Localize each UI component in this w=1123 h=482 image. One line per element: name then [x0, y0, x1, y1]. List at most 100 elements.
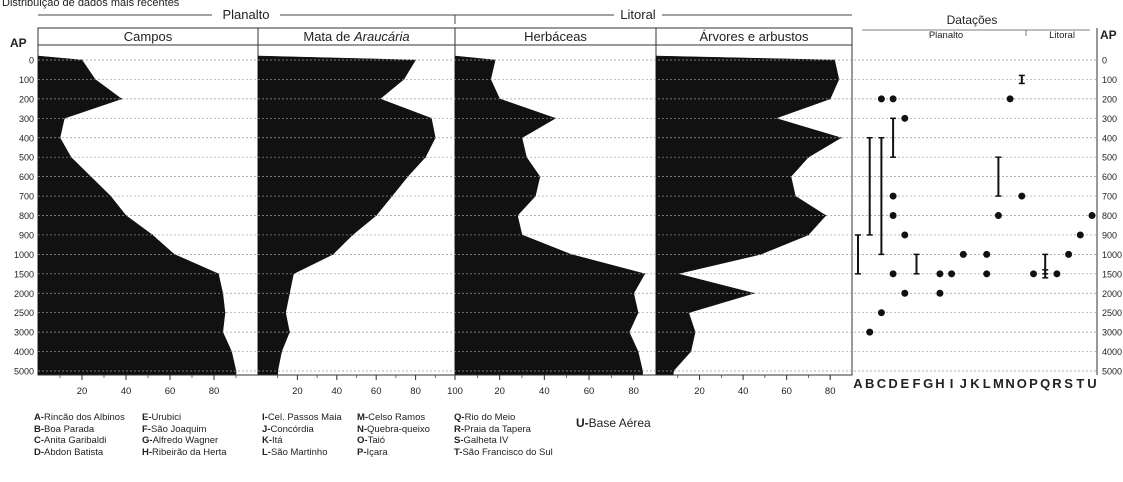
age-tick-label-left: 2000: [14, 289, 34, 299]
x-tick-label: 80: [825, 386, 836, 397]
legend-item: S-Galheta IV: [454, 435, 509, 446]
dating-point: [948, 270, 956, 278]
legend-item: M-Celso Ramos: [357, 412, 426, 423]
age-tick-label-left: 100: [19, 75, 34, 85]
legend-item: P-Içara: [357, 446, 388, 458]
x-tick-label: 60: [781, 386, 792, 397]
x-tick-label: 60: [371, 386, 382, 397]
dating-point: [1018, 192, 1026, 200]
dating-point: [866, 328, 874, 336]
age-tick-label-left: 900: [19, 230, 34, 240]
area-sample-point: [285, 312, 287, 314]
dating-point: [1006, 95, 1014, 103]
legend-item: O-Taió: [357, 435, 385, 446]
legend-item: B-Boa Parada: [34, 423, 95, 435]
panel-title: Herbáceas: [524, 29, 587, 44]
age-axes: 0 0 100 100 200 200 300 300 400 400 500 500 600 600 70…: [14, 28, 1122, 377]
age-tick-label-right: 5000: [1102, 367, 1122, 377]
ap-label-right: AP: [1100, 28, 1117, 42]
figure-caption: Distribuição de dados mais recentes: [2, 0, 180, 9]
area-sample-point: [352, 234, 354, 236]
legend-item-u: U-Base Aérea: [576, 416, 651, 430]
x-tick-label: 80: [209, 386, 220, 397]
area-sample-point: [424, 156, 426, 158]
age-tick-label-left: 200: [19, 94, 34, 104]
age-tick-label-right: 400: [1102, 133, 1117, 143]
dating-point: [889, 212, 897, 219]
age-tick-label-right: 2000: [1102, 289, 1122, 299]
area-sample-point: [224, 312, 226, 314]
dating-point: [936, 289, 944, 297]
legend-item: A-Rincão dos Albinos: [34, 412, 125, 423]
age-tick-label-left: 3000: [14, 328, 34, 338]
age-tick-label-right: 3000: [1102, 328, 1122, 338]
age-tick-label-left: 700: [19, 192, 34, 202]
legend-item: G-Alfredo Wagner: [142, 435, 219, 446]
datings-sub-litoral: Litoral: [1049, 30, 1075, 41]
site-category-label: N: [1005, 376, 1014, 391]
group-label-planalto: Planalto: [223, 7, 270, 22]
age-tick-label-right: 500: [1102, 153, 1117, 163]
panel-title: Mata de Araucária: [303, 29, 409, 44]
panel-title: Árvores e arbustos: [699, 29, 809, 44]
x-tick-label: 60: [584, 386, 595, 397]
age-tick-label-left: 800: [19, 211, 34, 221]
x-tick-label: 20: [494, 386, 505, 397]
x-tick-label: 40: [121, 386, 132, 397]
site-category-label: T: [1076, 376, 1084, 391]
site-category-label: C: [877, 376, 887, 391]
dating-point: [877, 95, 885, 103]
x-tick-label: 40: [539, 386, 550, 397]
age-tick-label-left: 300: [19, 114, 34, 124]
age-tick-label-right: 1000: [1102, 250, 1122, 260]
legend-item: E-Urubici: [142, 412, 182, 423]
dating-point: [1030, 270, 1037, 278]
dating-point: [889, 270, 897, 278]
panel-title: Campos: [124, 29, 173, 44]
dating-point: [901, 289, 909, 297]
site-category-label: E: [900, 376, 909, 391]
legend-column-5: Q-Rio do Meio R-Praia da Tapera S-Galheta …: [454, 412, 553, 458]
dating-point: [959, 250, 967, 258]
legend-column-1: A-Rincão dos Albinos B-Boa Parada C-Anita …: [34, 412, 125, 458]
age-tick-label-left: 1500: [14, 269, 34, 279]
dating-point: [901, 231, 909, 239]
legend-item: Q-Rio do Meio: [454, 412, 516, 423]
age-tick-label-right: 600: [1102, 172, 1117, 182]
x-tick-label: 20: [292, 386, 303, 397]
area-sample-point: [151, 234, 153, 236]
x-tick-label: 100: [447, 386, 463, 397]
x-tick-label: 40: [738, 386, 749, 397]
group-label-litoral: Litoral: [620, 7, 656, 22]
age-tick-label-right: 1500: [1102, 269, 1122, 279]
age-tick-label-right: 0: [1102, 56, 1107, 66]
dating-point: [936, 270, 944, 278]
x-tick-label: 20: [77, 386, 88, 397]
age-tick-label-left: 400: [19, 133, 34, 143]
site-category-label: G: [923, 376, 933, 391]
dating-point: [983, 270, 991, 278]
x-tick-label: 40: [332, 386, 343, 397]
site-category-label: R: [1052, 376, 1062, 391]
legend-item: F-São Joaquim: [142, 423, 207, 435]
pollen-diagram: Distribuição de dados mais recentes Plan…: [2, 0, 1122, 397]
site-category-label: A: [853, 376, 863, 391]
panels: Campos 20 40 60 80 Mata de Araucária 20 40 60 80 1…: [37, 28, 852, 397]
legend-item: K-Itá: [262, 435, 283, 446]
dating-point: [877, 309, 885, 317]
legend-column-3: I-Cel. Passos Maia J-Concórdia K-Itá L-São …: [262, 412, 342, 458]
site-category-label: J: [960, 376, 967, 391]
site-category-label: L: [983, 376, 991, 391]
area-sample-point: [292, 273, 295, 275]
legend-item: H-Ribeirão da Herta: [142, 446, 227, 458]
site-category-label: B: [865, 376, 874, 391]
ap-label-left: AP: [10, 36, 27, 50]
site-category-label: O: [1017, 376, 1027, 391]
area-sample-point: [644, 273, 646, 275]
age-tick-label-right: 900: [1102, 230, 1117, 240]
legend-item: D-Abdon Batista: [34, 446, 104, 458]
legend-item: L-São Martinho: [262, 446, 328, 458]
area-sample-point: [281, 351, 283, 353]
legend-item: I-Cel. Passos Maia: [262, 412, 342, 423]
legend-item: R-Praia da Tapera: [454, 423, 531, 435]
